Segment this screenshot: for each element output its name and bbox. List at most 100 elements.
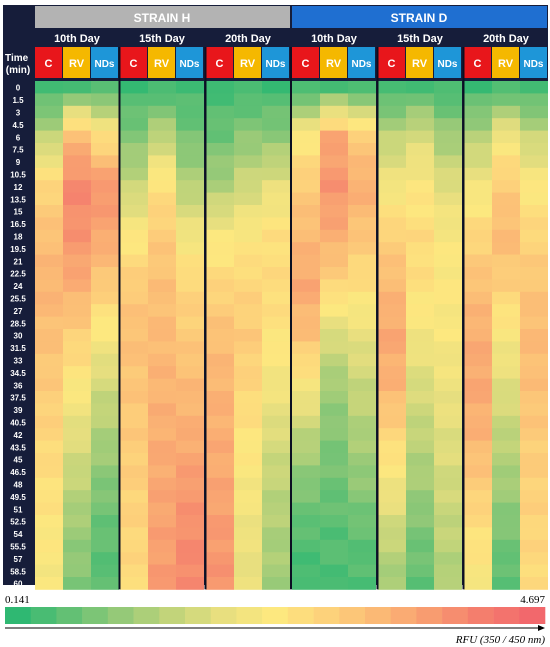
heat-cell bbox=[148, 316, 176, 330]
heat-cell bbox=[348, 217, 376, 231]
heat-cell bbox=[206, 205, 234, 218]
heat-cell bbox=[234, 539, 262, 553]
heat-cell bbox=[492, 490, 520, 503]
heat-cell bbox=[234, 279, 262, 293]
heat-cell bbox=[520, 254, 548, 268]
heat-cell bbox=[120, 353, 148, 367]
heat-cell bbox=[35, 515, 63, 528]
heat-cell bbox=[464, 577, 492, 590]
heat-cell bbox=[91, 229, 119, 243]
heat-cell bbox=[406, 242, 434, 255]
heat-cell bbox=[120, 192, 148, 206]
heat-cell bbox=[520, 477, 548, 491]
heat-cell bbox=[378, 440, 406, 454]
heat-cell bbox=[176, 254, 204, 268]
heat-cell bbox=[262, 105, 290, 119]
heat-cell bbox=[492, 440, 520, 454]
heat-cell bbox=[176, 143, 204, 156]
heat-cell bbox=[91, 391, 119, 404]
heat-cell bbox=[348, 93, 376, 107]
heat-cell bbox=[406, 539, 434, 553]
heat-cell bbox=[234, 229, 262, 243]
heat-cell bbox=[120, 130, 148, 144]
heat-cell bbox=[406, 353, 434, 367]
heat-cell bbox=[91, 205, 119, 218]
heat-cell bbox=[206, 577, 234, 590]
heat-cell bbox=[262, 291, 290, 305]
heat-cell bbox=[348, 229, 376, 243]
heat-cell bbox=[148, 440, 176, 454]
heat-cell bbox=[91, 366, 119, 379]
heat-cell bbox=[292, 291, 320, 305]
treatment-header-bg-3-2 bbox=[348, 47, 375, 78]
heat-cell bbox=[262, 490, 290, 503]
heat-cell bbox=[148, 180, 176, 193]
treatment-header-4-2: NDs bbox=[437, 59, 457, 70]
heat-cell bbox=[35, 502, 63, 516]
heat-cell bbox=[91, 415, 119, 429]
heat-cell bbox=[176, 564, 204, 578]
heat-cell bbox=[148, 329, 176, 342]
heat-cell bbox=[120, 552, 148, 565]
heat-cell bbox=[520, 577, 548, 590]
heat-cell bbox=[378, 378, 406, 392]
heat-cell bbox=[35, 229, 63, 243]
treatment-header-5-2: NDs bbox=[523, 59, 543, 70]
heat-cell bbox=[63, 564, 91, 578]
heat-cell bbox=[234, 490, 262, 503]
heat-cell bbox=[464, 341, 492, 355]
heat-cell bbox=[91, 291, 119, 305]
heat-cell bbox=[378, 316, 406, 330]
colorbar-swatch bbox=[159, 607, 186, 624]
heat-cell bbox=[492, 118, 520, 131]
heat-cell bbox=[206, 155, 234, 169]
heat-cell bbox=[35, 155, 63, 169]
heat-cell bbox=[262, 440, 290, 454]
heat-cell bbox=[492, 564, 520, 578]
heat-cell bbox=[348, 167, 376, 181]
treatment-header-1-0: C bbox=[130, 58, 138, 70]
heat-cell bbox=[148, 130, 176, 144]
heat-cell bbox=[262, 453, 290, 466]
heat-cell bbox=[292, 167, 320, 181]
heat-cell bbox=[262, 217, 290, 231]
heat-cell bbox=[206, 353, 234, 367]
heat-cell bbox=[176, 192, 204, 206]
heat-cell bbox=[35, 143, 63, 156]
colorbar-max-label: 4.697 bbox=[520, 594, 545, 606]
heat-cell bbox=[176, 577, 204, 590]
heat-cell bbox=[320, 502, 348, 516]
colorbar-swatch bbox=[313, 607, 340, 624]
heat-cell bbox=[492, 378, 520, 392]
heat-cell bbox=[63, 81, 91, 94]
heat-cell bbox=[348, 428, 376, 441]
heat-cell bbox=[292, 81, 320, 94]
heat-cell bbox=[292, 515, 320, 528]
heat-cell bbox=[520, 440, 548, 454]
heat-cell bbox=[378, 105, 406, 119]
treatment-header-3-1: RV bbox=[326, 58, 342, 70]
heat-cell bbox=[262, 391, 290, 404]
heat-cell bbox=[176, 527, 204, 541]
heat-cell bbox=[176, 440, 204, 454]
time-label-7: 10.5 bbox=[10, 170, 26, 179]
heat-cell bbox=[348, 577, 376, 590]
heat-cell bbox=[63, 453, 91, 466]
heat-cell bbox=[148, 465, 176, 479]
heat-cell bbox=[234, 93, 262, 107]
heat-cell bbox=[206, 130, 234, 144]
heat-cell bbox=[176, 539, 204, 553]
heat-cell bbox=[120, 304, 148, 317]
heat-cell bbox=[406, 155, 434, 169]
heat-cell bbox=[434, 180, 462, 193]
heat-cell bbox=[262, 329, 290, 342]
heat-cell bbox=[434, 403, 462, 417]
heat-cell bbox=[35, 267, 63, 280]
heat-cell bbox=[262, 564, 290, 578]
heat-cell bbox=[234, 515, 262, 528]
heat-cell bbox=[206, 267, 234, 280]
heat-cell bbox=[348, 180, 376, 193]
heat-cell bbox=[176, 477, 204, 491]
heat-cell bbox=[406, 267, 434, 280]
heat-cell bbox=[234, 477, 262, 491]
